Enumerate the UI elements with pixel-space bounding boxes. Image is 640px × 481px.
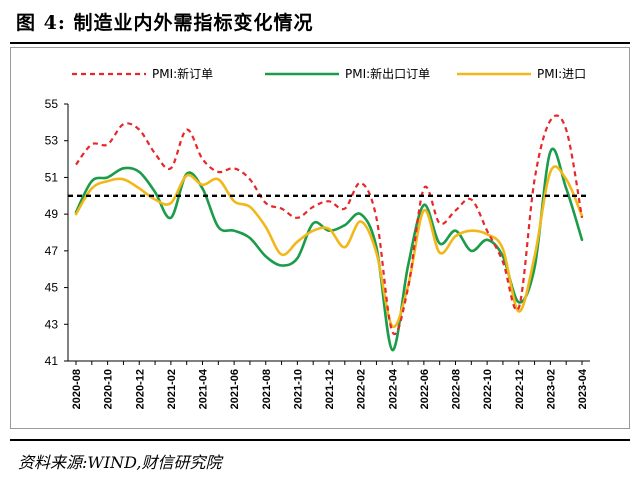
y-tick-label: 55 bbox=[45, 97, 59, 111]
x-tick-label: 2022-12 bbox=[514, 369, 526, 409]
legend-label-2: PMI:进口 bbox=[537, 67, 586, 81]
source-rule bbox=[10, 439, 630, 441]
y-tick-label: 43 bbox=[45, 317, 59, 331]
x-tick-label: 2020-12 bbox=[134, 369, 146, 409]
series-line-2 bbox=[74, 165, 584, 329]
y-tick-label: 41 bbox=[45, 354, 59, 368]
legend-label-1: PMI:新出口订单 bbox=[345, 66, 430, 81]
source-note: 资料来源:WIND,财信研究院 bbox=[18, 453, 222, 472]
x-tick-label: 2021-10 bbox=[292, 369, 304, 409]
y-tick-label: 51 bbox=[45, 170, 59, 184]
legend-label-0: PMI:新订单 bbox=[152, 66, 213, 81]
y-tick-label: 47 bbox=[45, 244, 59, 258]
x-tick-label: 2022-06 bbox=[419, 369, 431, 409]
x-tick-label: 2022-08 bbox=[451, 369, 463, 409]
y-tick-label: 49 bbox=[45, 207, 59, 221]
series-line-0 bbox=[75, 114, 584, 336]
y-tick-label: 53 bbox=[45, 134, 59, 148]
x-tick-label: 2021-06 bbox=[229, 369, 241, 409]
x-tick-label: 2023-02 bbox=[545, 369, 557, 409]
y-tick-label: 45 bbox=[45, 281, 59, 295]
x-tick-label: 2022-02 bbox=[356, 369, 368, 409]
x-tick-label: 2021-08 bbox=[261, 369, 273, 409]
x-tick-label: 2020-08 bbox=[71, 369, 83, 409]
x-tick-label: 2022-04 bbox=[387, 368, 399, 409]
series-line-1 bbox=[74, 147, 584, 352]
x-tick-label: 2021-02 bbox=[166, 369, 178, 409]
x-tick-label: 2021-12 bbox=[324, 369, 336, 409]
title-rule bbox=[10, 42, 630, 44]
x-tick-label: 2021-04 bbox=[198, 368, 210, 409]
chart-frame bbox=[10, 47, 630, 429]
x-tick-label: 2023-04 bbox=[577, 368, 589, 409]
line-chart: 41 43 45 47 49 51 53 55 2020-08 2020-10 2020-12 202… bbox=[45, 66, 590, 409]
x-tick-label: 2020-10 bbox=[103, 369, 115, 409]
figure-title: 图 4: 制造业内外需指标变化情况 bbox=[16, 12, 314, 34]
x-tick-label: 2022-10 bbox=[482, 369, 494, 409]
